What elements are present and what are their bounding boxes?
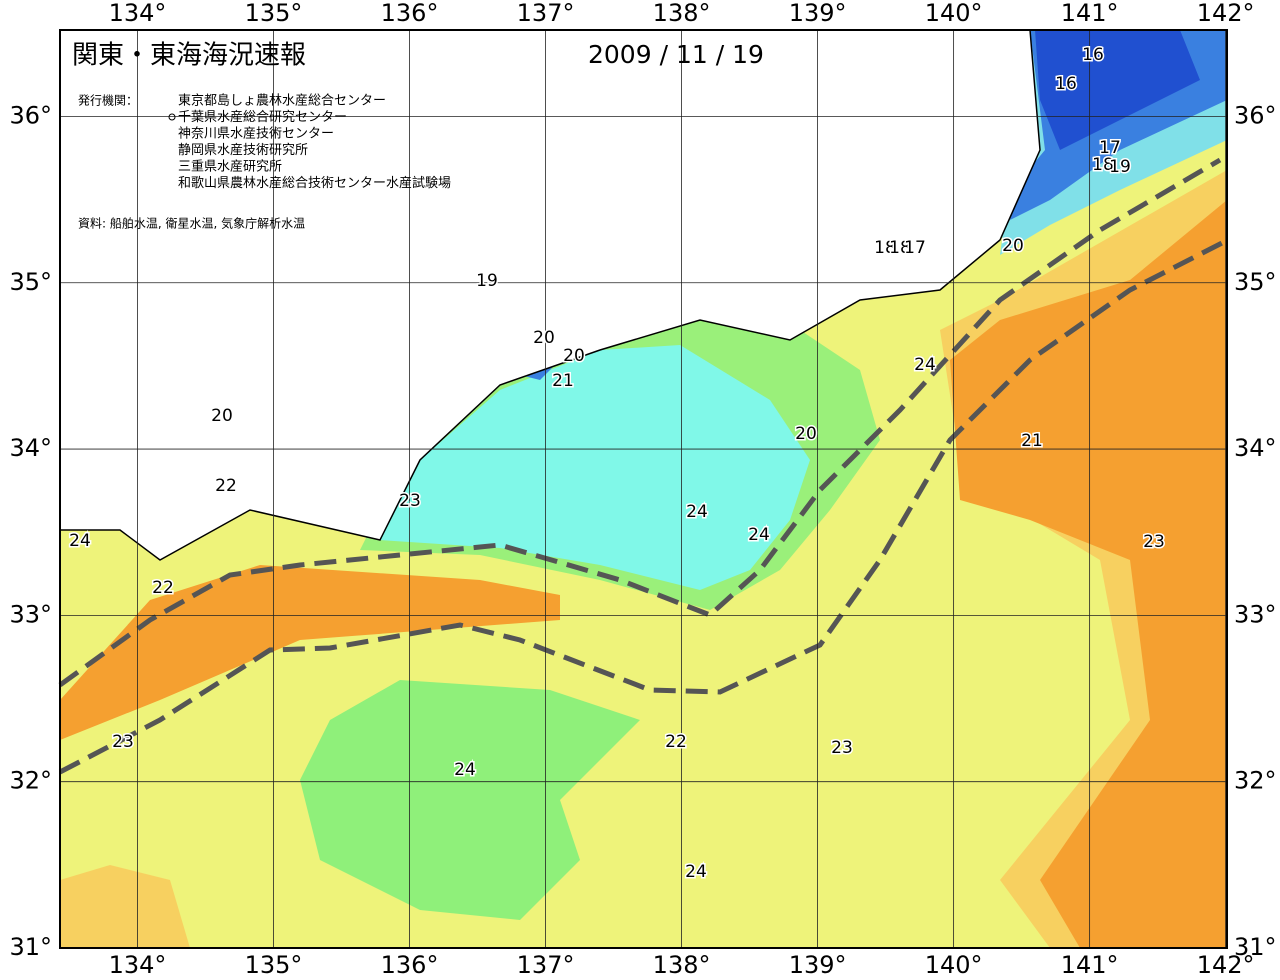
lat-label-right: 32° (1234, 767, 1277, 795)
contour-label: 22 (665, 732, 687, 752)
lat-label-left: 32° (9, 767, 52, 795)
lat-label-left: 34° (9, 434, 52, 462)
publisher: 千葉県水産総合研究センター (178, 109, 347, 125)
lat-label-left: 31° (9, 933, 52, 961)
contour-label: 23 (1143, 532, 1165, 552)
lat-label-left: 36° (9, 101, 52, 129)
lat-label-right: 34° (1234, 434, 1277, 462)
contour-label: 20 (563, 346, 585, 366)
land (59, 29, 1041, 561)
lon-label-bottom: 142° (1197, 951, 1255, 979)
contour-label: 19 (476, 271, 498, 291)
contour-label: 21 (552, 371, 574, 391)
sea-25-west (60, 565, 560, 740)
contour-label: 20 (1002, 236, 1024, 256)
sea-24-sw (60, 865, 190, 948)
sea-25 (950, 200, 1227, 948)
lon-label-top: 138° (653, 0, 711, 27)
date: 2009 / 11 / 19 (588, 40, 764, 69)
contour-label: 17 (1099, 138, 1121, 158)
source: 資料: 船舶水温, 衛星水温, 気象庁解析水温 (78, 216, 305, 231)
marker (168, 113, 176, 121)
contour-label: 21 (1021, 431, 1043, 451)
publisher: 静岡県水産技術研究所 (178, 142, 308, 158)
contour-label: 16 (1055, 74, 1077, 94)
contour-label: 24 (686, 502, 708, 522)
lon-label-bottom: 140° (925, 951, 983, 979)
sea-16 (1035, 30, 1200, 150)
lat-label-left: 33° (9, 600, 52, 628)
lat-label-right: 36° (1234, 101, 1277, 129)
contour-label: 24 (748, 525, 770, 545)
lon-label-bottom: 137° (517, 951, 575, 979)
contour-label: 23 (112, 732, 134, 752)
contour-label: 20 (211, 406, 233, 426)
contour-label: 23 (399, 491, 421, 511)
contour-label: 18 (874, 238, 896, 258)
lat-label-right: 33° (1234, 600, 1277, 628)
contour-label: 22 (215, 476, 237, 496)
title: 関東・東海海況速報 (72, 41, 306, 71)
contour-label: 24 (914, 355, 936, 375)
lon-label-bottom: 141° (1061, 951, 1119, 979)
frame (59, 29, 1228, 949)
contour-label: 16 (1082, 45, 1104, 65)
lon-label-bottom: 135° (245, 951, 303, 979)
lat-label-right: 31° (1234, 933, 1277, 961)
contour-label: 20 (795, 424, 817, 444)
lon-label-top: 139° (789, 0, 847, 27)
lon-label-bottom: 136° (381, 951, 439, 979)
publisher-label: 発行機関： (78, 93, 138, 108)
kuroshio-axis-inner (58, 157, 1222, 688)
lon-label-top: 134° (109, 0, 167, 27)
contour-label: 18 (1092, 155, 1114, 175)
lon-label-top: 135° (245, 0, 303, 27)
lon-label-bottom: 139° (789, 951, 847, 979)
publisher: 三重県水産研究所 (178, 159, 282, 175)
contour-label: 23 (831, 738, 853, 758)
contour-label: 24 (69, 531, 91, 551)
publishers: 東京都島しょ農林水産総合センター千葉県水産総合研究センター神奈川県水産技術センタ… (168, 93, 451, 191)
publisher: 神奈川県水産技術センター (178, 126, 334, 142)
lon-label-top: 142° (1197, 0, 1255, 27)
contour-label: 24 (454, 760, 476, 780)
lon-label-top: 137° (517, 0, 575, 27)
contour-label: 19 (1109, 157, 1131, 177)
lon-label-bottom: 138° (653, 951, 711, 979)
lon-label-top: 136° (381, 0, 439, 27)
lat-label-right: 35° (1234, 268, 1277, 296)
contour-label: 17 (904, 238, 926, 258)
sea-22 (300, 680, 640, 920)
contour-label: 24 (685, 862, 707, 882)
lat-label-left: 35° (9, 268, 52, 296)
lon-label-bottom: 134° (109, 951, 167, 979)
lon-label-top: 140° (925, 0, 983, 27)
lon-label-top: 141° (1061, 0, 1119, 27)
contour-label: 18 (889, 238, 911, 258)
contour-label: 22 (152, 578, 174, 598)
kuroshio-axis-outer (58, 240, 1224, 775)
sea-20 (380, 345, 810, 590)
contour-label: 20 (533, 328, 555, 348)
publisher: 東京都島しょ農林水産総合センター (178, 93, 386, 109)
publisher: 和歌山県農林水産総合技術センター水産試験場 (178, 175, 451, 191)
